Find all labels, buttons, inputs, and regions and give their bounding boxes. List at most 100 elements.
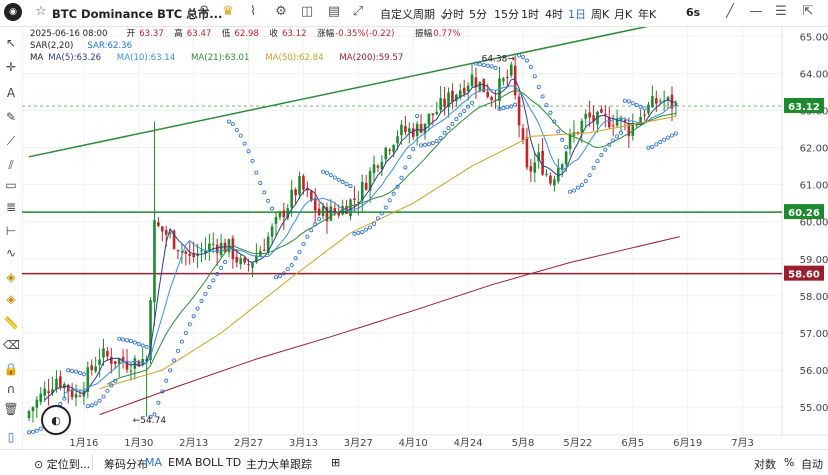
candle-body-159 xyxy=(651,96,654,108)
sar-dot-83 xyxy=(352,231,357,236)
candle-body-77 xyxy=(329,206,333,221)
auto-scale-button[interactable]: 自动 xyxy=(801,458,823,471)
ma-button[interactable]: MA xyxy=(145,456,163,469)
interval-dropdown[interactable]: 自定义周期 ⌄ xyxy=(380,6,448,22)
locate-button[interactable]: ⊙ 定位到... xyxy=(34,456,90,472)
crosshair-icon[interactable]: ✛ xyxy=(5,60,17,74)
ruler-icon[interactable]: 📏 xyxy=(3,316,19,330)
layout-icon[interactable]: ▤ xyxy=(327,4,341,19)
interval-1-button[interactable]: 5分 xyxy=(469,8,487,21)
candle-body-74 xyxy=(317,208,321,216)
grid-icon[interactable]: ⊞ xyxy=(331,456,341,469)
sar-dot-87 xyxy=(368,225,373,230)
candle-body-133 xyxy=(549,175,552,184)
sar-dot-25 xyxy=(125,338,130,343)
candle-body-118 xyxy=(490,97,493,101)
text-icon[interactable]: A xyxy=(6,86,16,100)
interval-8-button[interactable]: 年K xyxy=(638,8,657,21)
boll-button[interactable]: BOLL xyxy=(195,456,224,469)
refresh-interval[interactable]: 6s xyxy=(686,6,701,19)
candle-body-102 xyxy=(427,113,431,125)
expand-icon[interactable]: ⇱ xyxy=(802,4,814,19)
parallel-channel-icon[interactable]: ⫽ xyxy=(8,158,14,172)
sar-dot-0 xyxy=(27,430,32,435)
candle-body-63 xyxy=(274,216,278,224)
interval-5-button[interactable]: 1日 xyxy=(568,8,586,21)
interval-4-button[interactable]: 4时 xyxy=(545,8,563,21)
interval-7-button[interactable]: 月K xyxy=(614,8,633,21)
candle-body-39 xyxy=(180,251,184,253)
chip-distribution-button[interactable]: 筹码分布 xyxy=(104,458,148,471)
candle-body-43 xyxy=(196,253,199,256)
sar-dot-86 xyxy=(364,227,369,232)
sar-dot-59 xyxy=(258,180,263,185)
cursor-icon[interactable]: ↖ xyxy=(5,36,17,50)
sar-dot-18 xyxy=(97,398,102,403)
eraser-icon[interactable]: ⌫ xyxy=(3,338,20,352)
candle-body-143 xyxy=(588,112,591,118)
candle-body-134 xyxy=(553,179,556,186)
sar-dot-149 xyxy=(611,138,616,143)
search-icon[interactable]: ⚲ xyxy=(199,4,209,19)
symbol-title[interactable]: BTC Dominance BTC 总市... xyxy=(52,7,223,21)
brush-icon[interactable]: ✎ xyxy=(5,110,17,124)
candlestick-chart[interactable]: 55.00 56.00 57.00 58.00 59.00 60.00 61.00 62.00… xyxy=(22,27,828,449)
trash-icon[interactable]: 🗑 xyxy=(3,402,19,416)
sar-dot-36 xyxy=(168,368,173,373)
draw-line-icon[interactable]: ╱ xyxy=(726,4,734,19)
interval-6-button[interactable]: 周K xyxy=(591,8,610,21)
td-button[interactable]: TD xyxy=(226,456,242,469)
candle-body-91 xyxy=(384,147,388,160)
settings-icon[interactable]: ⚙ xyxy=(275,4,287,19)
percent-scale-button[interactable]: % xyxy=(784,456,795,469)
interval-0-button[interactable]: 分时 xyxy=(442,8,464,21)
sar-dot-123 xyxy=(509,104,514,109)
sar-dot-66 xyxy=(285,267,290,272)
logo-icon[interactable]: ◉ xyxy=(4,3,22,21)
candle-body-103 xyxy=(431,113,435,116)
pattern2-icon[interactable]: ◈ xyxy=(6,292,16,306)
sar-dot-8 xyxy=(58,402,63,407)
pattern-icon[interactable]: ◈ xyxy=(6,270,16,284)
candle-body-92 xyxy=(388,149,391,151)
wave-icon[interactable]: ∿ xyxy=(5,246,17,260)
sar-dot-19 xyxy=(101,394,106,399)
crown-icon[interactable]: ♛ xyxy=(222,4,234,19)
sar-dot-101 xyxy=(422,142,427,147)
ema-button[interactable]: EMA xyxy=(168,456,192,469)
y-tick-label-5: 60.00 xyxy=(800,218,828,229)
candle-body-109 xyxy=(455,94,458,102)
magnet-icon[interactable]: ∩ xyxy=(6,382,16,396)
sar-dot-148 xyxy=(607,142,612,147)
interval-2-button[interactable]: 15分 xyxy=(494,8,519,21)
main-force-button[interactable]: 主力大单跟踪 xyxy=(246,458,312,471)
candle-body-148 xyxy=(607,116,611,128)
y-tick-label-3: 58.00 xyxy=(800,292,828,303)
sar-dot-121 xyxy=(501,106,506,111)
high-marker-label: 64.38→ xyxy=(482,54,516,64)
indicators-icon[interactable]: ⌇ xyxy=(249,4,257,19)
sar-dot-127 xyxy=(524,58,529,63)
favorite-star-icon[interactable]: ☆ xyxy=(35,4,47,19)
fib-icon[interactable]: ≣ xyxy=(5,200,17,214)
rectangle-icon[interactable]: ▭ xyxy=(5,178,17,192)
measure-icon[interactable]: ⊢ xyxy=(5,224,17,238)
menu-icon[interactable]: ☰ xyxy=(775,4,787,19)
candle-body-113 xyxy=(470,74,474,87)
candle-body-154 xyxy=(631,123,635,136)
interval-3-button[interactable]: 1时 xyxy=(521,8,539,21)
log-scale-button[interactable]: 对数 xyxy=(754,458,776,471)
camera-icon[interactable]: ◫ xyxy=(300,4,314,19)
trend-line-icon[interactable]: ⟋ xyxy=(6,134,16,148)
bookmark-icon[interactable]: ▯ xyxy=(7,430,15,444)
legend-ohlc-12: 0.77% xyxy=(433,29,460,39)
candle-body-116 xyxy=(482,78,486,93)
horizontal-line-icon[interactable]: — xyxy=(749,4,763,19)
legend-ohlc-5: 低 xyxy=(222,27,231,39)
sar-dot-118 xyxy=(489,64,494,69)
sar-dot-126 xyxy=(520,55,525,60)
lock-icon[interactable]: 🔒 xyxy=(3,362,19,376)
candle-body-35 xyxy=(164,230,168,235)
sar-dot-150 xyxy=(615,134,620,139)
fullscreen-icon[interactable]: ⤢ xyxy=(352,4,364,19)
